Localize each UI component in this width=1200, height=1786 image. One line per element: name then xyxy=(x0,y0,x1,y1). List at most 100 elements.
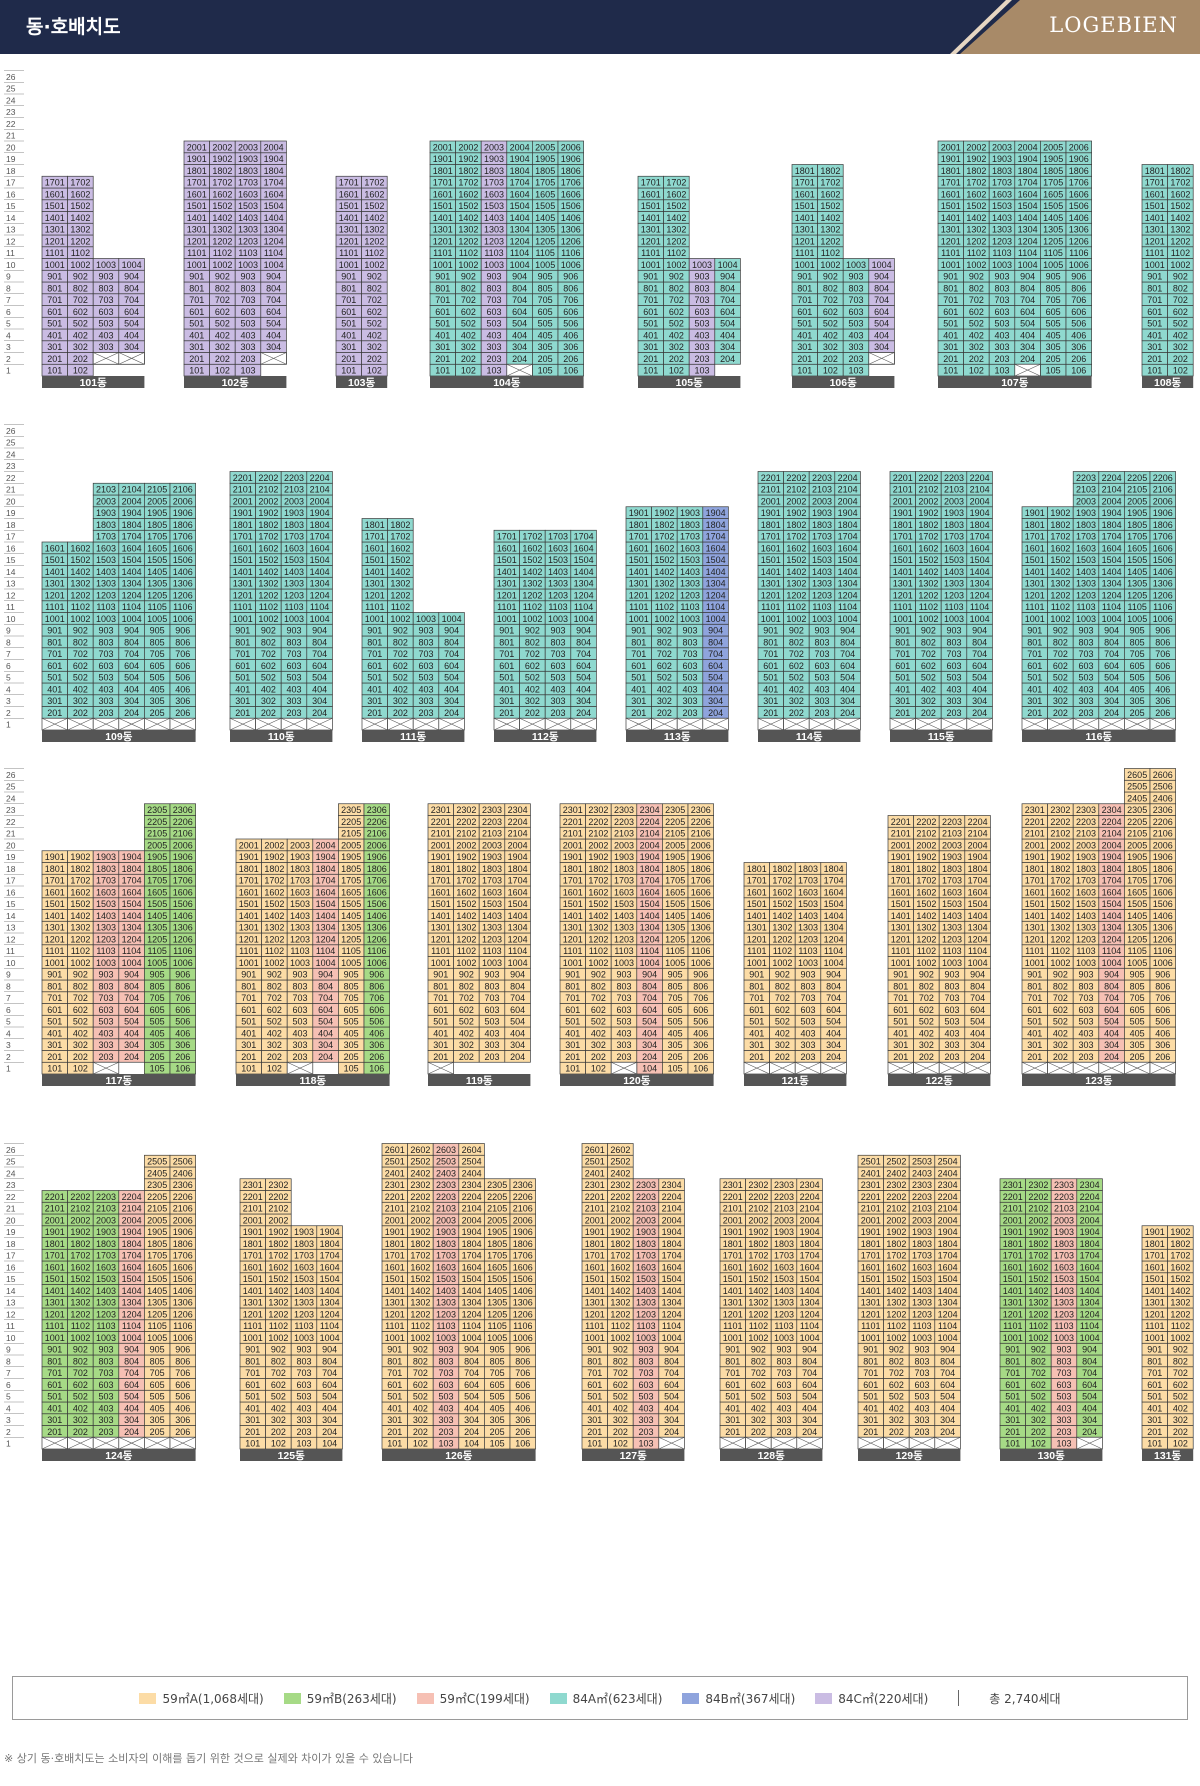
unit-number: 1701 xyxy=(233,532,253,542)
unit-number: 1703 xyxy=(548,532,568,542)
unit-number: 204 xyxy=(318,1052,333,1062)
unit-number: 1501 xyxy=(747,899,767,909)
unit-number: 803 xyxy=(296,1356,311,1366)
unit-number: 1504 xyxy=(968,899,988,909)
unit-number: 1802 xyxy=(458,166,478,176)
unit-number: 1601 xyxy=(433,189,453,199)
unit-number: 1005 xyxy=(1127,614,1147,624)
unit-number: 1105 xyxy=(536,248,555,258)
unit-number: 1802 xyxy=(1170,166,1190,176)
unit-number: 1806 xyxy=(1153,864,1173,874)
unit-number: 205 xyxy=(668,1052,683,1062)
unit-number: 2203 xyxy=(1076,473,1096,483)
unit-number: 1104 xyxy=(510,248,529,258)
unit-number: 804 xyxy=(124,981,139,991)
unit-number: 2202 xyxy=(410,1192,430,1202)
unit-number: 1604 xyxy=(968,887,988,897)
unit-number: 1503 xyxy=(812,555,832,565)
unit-number: 904 xyxy=(1020,272,1035,282)
unit-number: 1903 xyxy=(290,852,310,862)
unit-number: 501 xyxy=(241,1017,256,1027)
unit-number: 302 xyxy=(1053,696,1068,706)
unit-number: 506 xyxy=(175,1017,190,1027)
unit-number: 1102 xyxy=(265,946,284,956)
unit-number: 1104 xyxy=(320,1321,339,1331)
unit-number: 1402 xyxy=(786,567,806,577)
unit-number: 1606 xyxy=(1069,189,1089,199)
unit-number: 803 xyxy=(944,981,959,991)
unit-number: 2003 xyxy=(284,496,304,506)
floor-label: 16 xyxy=(6,543,16,553)
unit-number: 1503 xyxy=(548,555,568,565)
unit-number: 1904 xyxy=(122,508,142,518)
unit-number: 1201 xyxy=(45,934,65,944)
unit-number: 1603 xyxy=(680,543,700,553)
unit-number: 705 xyxy=(538,295,553,305)
unit-number: 1403 xyxy=(96,1286,116,1296)
unit-number: 605 xyxy=(150,1005,165,1015)
unit-cell xyxy=(557,140,584,154)
unit-number: 104 xyxy=(322,1439,337,1449)
unit-number: 301 xyxy=(245,1415,260,1425)
unit-number: 404 xyxy=(124,1403,139,1413)
unit-number: 404 xyxy=(1104,1028,1119,1038)
unit-number: 303 xyxy=(682,696,697,706)
unit-number: 901 xyxy=(367,626,382,636)
unit-number: 602 xyxy=(73,1005,88,1015)
floor-label: 21 xyxy=(6,1204,16,1214)
unit-number: 801 xyxy=(435,283,450,293)
unit-number: 1705 xyxy=(147,1251,167,1261)
unit-number: 503 xyxy=(550,673,565,683)
unit-number: 1002 xyxy=(264,958,284,968)
unit-number: 203 xyxy=(98,1052,113,1062)
unit-number: 202 xyxy=(669,354,684,364)
unit-number: 1405 xyxy=(1043,213,1063,223)
unit-number: 1605 xyxy=(341,887,361,897)
unit-number: 901 xyxy=(893,970,908,980)
unit-number: 2001 xyxy=(761,496,781,506)
unit-number: 304 xyxy=(124,342,139,352)
unit-number: 1502 xyxy=(1050,555,1070,565)
unit-number: 901 xyxy=(749,970,764,980)
unit-number: 804 xyxy=(708,637,723,647)
unit-number: 703 xyxy=(98,649,113,659)
unit-number: 1901 xyxy=(941,154,961,164)
unit-number: 303 xyxy=(240,342,255,352)
unit-number: 201 xyxy=(895,708,910,718)
unit-number: 501 xyxy=(895,673,910,683)
unit-number: 903 xyxy=(292,970,307,980)
unit-number: 501 xyxy=(387,1392,402,1402)
unit-number: 1904 xyxy=(1018,154,1038,164)
empty-cross xyxy=(118,352,145,365)
unit-number: 802 xyxy=(73,283,88,293)
unit-number: 2006 xyxy=(173,496,193,506)
unit-number: 1101 xyxy=(45,602,64,612)
unit-number: 2505 xyxy=(1127,782,1147,792)
unit-number: 501 xyxy=(47,1017,62,1027)
building-base xyxy=(1142,376,1194,388)
unit-number: 1505 xyxy=(1043,201,1063,211)
empty-cross xyxy=(93,717,119,731)
unit-number: 1005 xyxy=(665,958,685,968)
unit-number: 1703 xyxy=(680,532,700,542)
unit-number: 201 xyxy=(565,1052,580,1062)
unit-number: 803 xyxy=(486,283,501,293)
unit-number: 402 xyxy=(271,1403,286,1413)
floor-label: 17 xyxy=(6,178,16,188)
unit-number: 702 xyxy=(525,649,540,659)
unit-number: 1102 xyxy=(459,248,478,258)
unit-number: 1701 xyxy=(1145,178,1165,188)
unit-number: 904 xyxy=(444,626,459,636)
unit-number: 1506 xyxy=(1153,555,1173,565)
unit-number: 1803 xyxy=(96,520,116,530)
unit-number: 1801 xyxy=(563,864,583,874)
unit-number: 403 xyxy=(1078,1028,1093,1038)
unit-number: 1201 xyxy=(795,236,815,246)
unit-number: 2002 xyxy=(212,142,232,152)
unit-number: 203 xyxy=(694,354,709,364)
unit-number: 703 xyxy=(240,295,255,305)
unit-number: 1602 xyxy=(268,1262,288,1272)
unit-number: 802 xyxy=(73,637,88,647)
unit-number: 1906 xyxy=(1069,154,1089,164)
unit-number: 501 xyxy=(367,673,382,683)
